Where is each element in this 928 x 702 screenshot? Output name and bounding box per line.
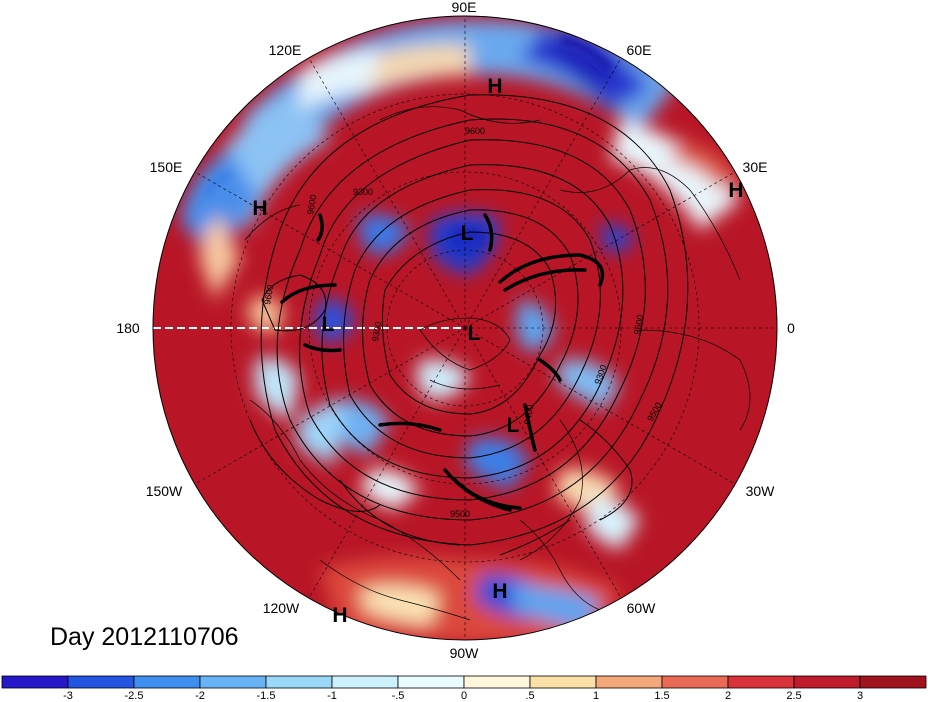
low-pressure-label: L <box>461 222 474 245</box>
lon-label-60w: 60W <box>627 600 657 616</box>
lon-label-180: 180 <box>116 320 140 336</box>
meridian-lines <box>194 16 777 640</box>
colorbar-swatch <box>67 675 135 689</box>
lon-label-90e: 90E <box>452 0 477 15</box>
colorbar-tick-label: -2.5 <box>125 690 144 702</box>
longitude-labels: 90E 60E 30E 0 30W 60W 90W 120W 150W 180 … <box>116 0 795 661</box>
colorbar-tick-label: -1.5 <box>257 690 276 702</box>
contour-label: 9300 <box>353 187 373 197</box>
colorbar-tick-label: 1 <box>593 690 599 702</box>
colorbar-swatch <box>331 675 399 689</box>
lon-label-150w: 150W <box>146 483 183 499</box>
lon-label-30w: 30W <box>746 483 776 499</box>
colorbar-tick-label: 0 <box>461 690 467 702</box>
colorbar: -3 -2.5 -2 -1.5 -1 -.5 0 .5 1 1.5 2 2.5 3 <box>1 675 927 702</box>
lon-label-30e: 30E <box>743 159 768 175</box>
colorbar-tick-label: -3 <box>63 690 73 702</box>
colorbar-tick-label: 1.5 <box>654 690 669 702</box>
colorbar-swatch <box>397 675 465 689</box>
colorbar-swatch <box>595 675 663 689</box>
lon-label-60e: 60E <box>627 42 652 58</box>
colorbar-tick-label: 2 <box>725 690 731 702</box>
colorbar-swatch <box>727 675 795 689</box>
pressure-centers: H H H H H L L L L <box>252 75 743 627</box>
colorbar-tick-label: .5 <box>525 690 534 702</box>
colorbar-swatch <box>133 675 201 689</box>
contour-label: 9600 <box>632 314 645 335</box>
lon-label-120e: 120E <box>269 42 302 58</box>
colorbar-swatch <box>793 675 861 689</box>
contour-label: 9600 <box>465 126 485 136</box>
anomaly-field <box>153 16 777 640</box>
thick-contour-segments <box>280 213 605 512</box>
lon-label-150e: 150E <box>150 159 183 175</box>
high-pressure-label: H <box>252 197 267 220</box>
colorbar-swatch <box>1 675 69 689</box>
colorbar-swatch <box>199 675 267 689</box>
high-pressure-label: H <box>728 179 743 202</box>
low-pressure-label: L <box>507 414 520 437</box>
contour-label: 9500 <box>450 509 470 519</box>
lon-label-120w: 120W <box>263 600 300 616</box>
date-label: Day 2012110706 <box>50 623 239 651</box>
colorbar-tick-label: -.5 <box>392 690 405 702</box>
coastlines <box>244 106 751 621</box>
colorbar-tick-label: -1 <box>327 690 337 702</box>
colorbar-swatch <box>529 675 597 689</box>
low-pressure-label: L <box>468 322 481 345</box>
height-contours <box>249 94 689 556</box>
colorbar-swatch <box>661 675 729 689</box>
low-pressure-label: L <box>322 313 335 336</box>
contour-label: 9400 <box>522 404 535 425</box>
high-pressure-label: H <box>332 604 347 627</box>
lon-label-0: 0 <box>787 320 795 336</box>
contour-labels: 9600 9300 9600 9600 9300 9400 9500 9600 … <box>262 126 664 519</box>
colorbar-tick-label: 3 <box>857 690 863 702</box>
colorbar-swatch <box>859 675 927 689</box>
high-pressure-label: H <box>487 75 502 98</box>
colorbar-swatch <box>265 675 333 689</box>
high-pressure-label: H <box>492 580 507 603</box>
lon-label-90w: 90W <box>450 645 480 661</box>
contour-label: 9600 <box>305 194 318 215</box>
colorbar-tick-label: 2.5 <box>786 690 801 702</box>
colorbar-swatch <box>463 675 531 689</box>
contour-label: 9600 <box>262 284 275 305</box>
polar-disk-border <box>152 15 778 641</box>
colorbar-tick-label: -2 <box>195 690 205 702</box>
contour-label: 9300 <box>370 321 383 342</box>
